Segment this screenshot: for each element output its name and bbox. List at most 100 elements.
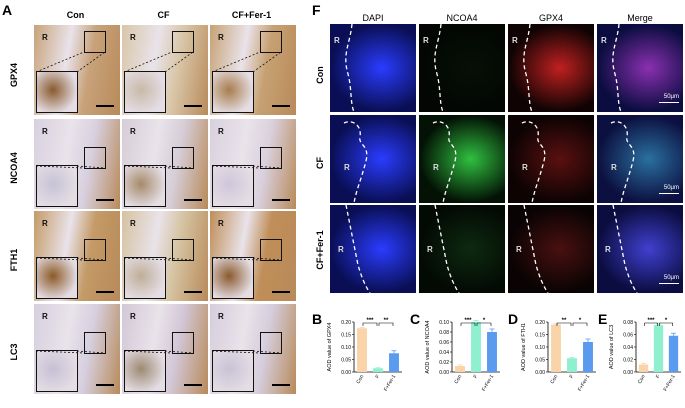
scale-bar-label: 50μm (663, 185, 679, 191)
zoom-box (260, 147, 282, 169)
ihc-row-head-ncoa4: NCOA4 (9, 152, 19, 184)
magnified-inset (36, 257, 78, 299)
bar-con (551, 324, 561, 372)
y-tick-label: 0.02 (623, 357, 633, 363)
fluor-image-con-dapi: R (330, 24, 416, 112)
ihc-image-lc3-cf: R (121, 303, 209, 395)
region-label-r: R (334, 36, 340, 45)
scale-bar-label: 50μm (663, 275, 679, 281)
panel-label-b: B (312, 311, 323, 327)
tissue-boundary-line (434, 24, 444, 112)
region-label-r: R (218, 127, 224, 136)
y-tick-label: 0.04 (439, 350, 449, 356)
scale-bar-label: 50μm (663, 94, 679, 100)
fluor-image-con-gpx4: R (508, 24, 594, 112)
ihc-image-fth1-cf: R (121, 210, 209, 302)
x-tick-label: F (473, 374, 480, 380)
bar-f (373, 368, 383, 372)
ihc-image-ncoa4-con: R (33, 118, 121, 210)
ihc-image-fth1-cf-fer1: R (209, 210, 297, 302)
zoom-box (260, 31, 282, 53)
ihc-image-ncoa4-cf-fer1: R (209, 118, 297, 210)
panel-label-e: E (598, 311, 608, 327)
region-label-r: R (433, 163, 439, 172)
ihc-row-head-fth1: FTH1 (9, 248, 19, 272)
scale-bar (184, 291, 202, 293)
tissue-boundary-line (610, 121, 635, 203)
y-tick-label: 0.00 (439, 370, 449, 376)
ihc-row-head-gpx4: GPX4 (9, 63, 19, 88)
scale-bar (96, 105, 114, 107)
ihc-image-lc3-con: R (33, 303, 121, 395)
bar-con (357, 328, 367, 372)
region-label-r: R (601, 36, 607, 45)
region-label-r: R (42, 312, 48, 321)
region-label-r: R (130, 127, 136, 136)
region-label-r: R (512, 36, 518, 45)
fl-row-head-con: Con (315, 66, 325, 84)
panel-label-d: D (508, 311, 519, 327)
bar-f-fer-1 (583, 342, 593, 372)
zoom-box (84, 147, 106, 169)
significance-label: *** (464, 318, 472, 324)
y-axis-label: AOD value of GPX4 (327, 323, 333, 372)
chart-fth1-aod: AOD value of FTH1 0.00 0.05 0.10 0.15 0.20 Con… (521, 318, 596, 393)
region-label-r: R (427, 245, 433, 254)
significance-label: * (665, 318, 668, 324)
y-tick-label: 0.06 (439, 340, 449, 346)
y-tick-label: 0.10 (439, 320, 449, 326)
zoom-connector-lines (123, 51, 194, 73)
zoom-box (84, 332, 106, 354)
zoom-connector-lines (211, 257, 282, 261)
fl-row-head-cf-fer1: CF+Fer-1 (315, 230, 325, 270)
significance-label: * (579, 318, 582, 324)
y-tick-label: 0.00 (535, 370, 545, 376)
region-label-r: R (42, 127, 48, 136)
region-label-r: R (516, 245, 522, 254)
tissue-boundary-line (434, 205, 460, 293)
significance-bracket (362, 322, 378, 326)
scale-bar (184, 105, 202, 107)
x-tick-label: F+Fer-1 (577, 374, 591, 393)
significance-label: *** (366, 318, 374, 324)
tissue-boundary-line (612, 24, 622, 112)
region-label-r: R (130, 312, 136, 321)
ihc-image-lc3-cf-fer1: R (209, 303, 297, 395)
chart-ncoa4-aod: AOD value of NCOA4 0.00 0.02 0.04 0.06 0.08 0.… (425, 318, 500, 393)
y-tick-label: 0.15 (535, 332, 545, 338)
significance-bracket (644, 322, 658, 326)
tissue-boundary-line (432, 121, 457, 203)
tissue-boundary-line (612, 205, 638, 293)
x-tick-label: F+Fer-1 (481, 374, 495, 393)
x-tick-label: F (655, 374, 662, 380)
significance-bracket (659, 322, 673, 326)
significance-label: ** (562, 318, 567, 324)
bar-con (455, 366, 465, 372)
magnified-inset (212, 257, 254, 299)
zoom-connector-lines (123, 165, 194, 169)
ihc-image-gpx4-cf: R (121, 24, 209, 116)
zoom-connector-lines (123, 350, 194, 354)
zoom-connector-lines (211, 51, 282, 73)
ihc-col-head-con: Con (66, 10, 85, 20)
y-axis-label: AOD value of NCOA4 (425, 320, 431, 373)
y-tick-label: 0.05 (535, 357, 545, 363)
x-tick-label: Con (453, 374, 463, 385)
significance-label: ** (384, 318, 389, 324)
scale-bar (272, 199, 290, 201)
ihc-row-head-lc3: LC3 (9, 343, 19, 361)
y-tick-label: 0.06 (623, 332, 633, 338)
significance-bracket (476, 322, 492, 326)
magnified-inset (36, 350, 78, 392)
ihc-image-ncoa4-cf: R (121, 118, 209, 210)
ihc-image-gpx4-con: R (33, 24, 121, 116)
region-label-r: R (130, 33, 136, 42)
y-axis-label: AOD value of FTH1 (521, 323, 527, 371)
bar-con (638, 364, 649, 372)
fl-col-head-ncoa4: NCOA4 (446, 13, 478, 23)
bar-f-fer-1 (487, 332, 497, 372)
zoom-box (172, 31, 194, 53)
tissue-boundary-line (523, 24, 533, 112)
scale-bar (184, 384, 202, 386)
ihc-image-fth1-con: R (33, 210, 121, 302)
